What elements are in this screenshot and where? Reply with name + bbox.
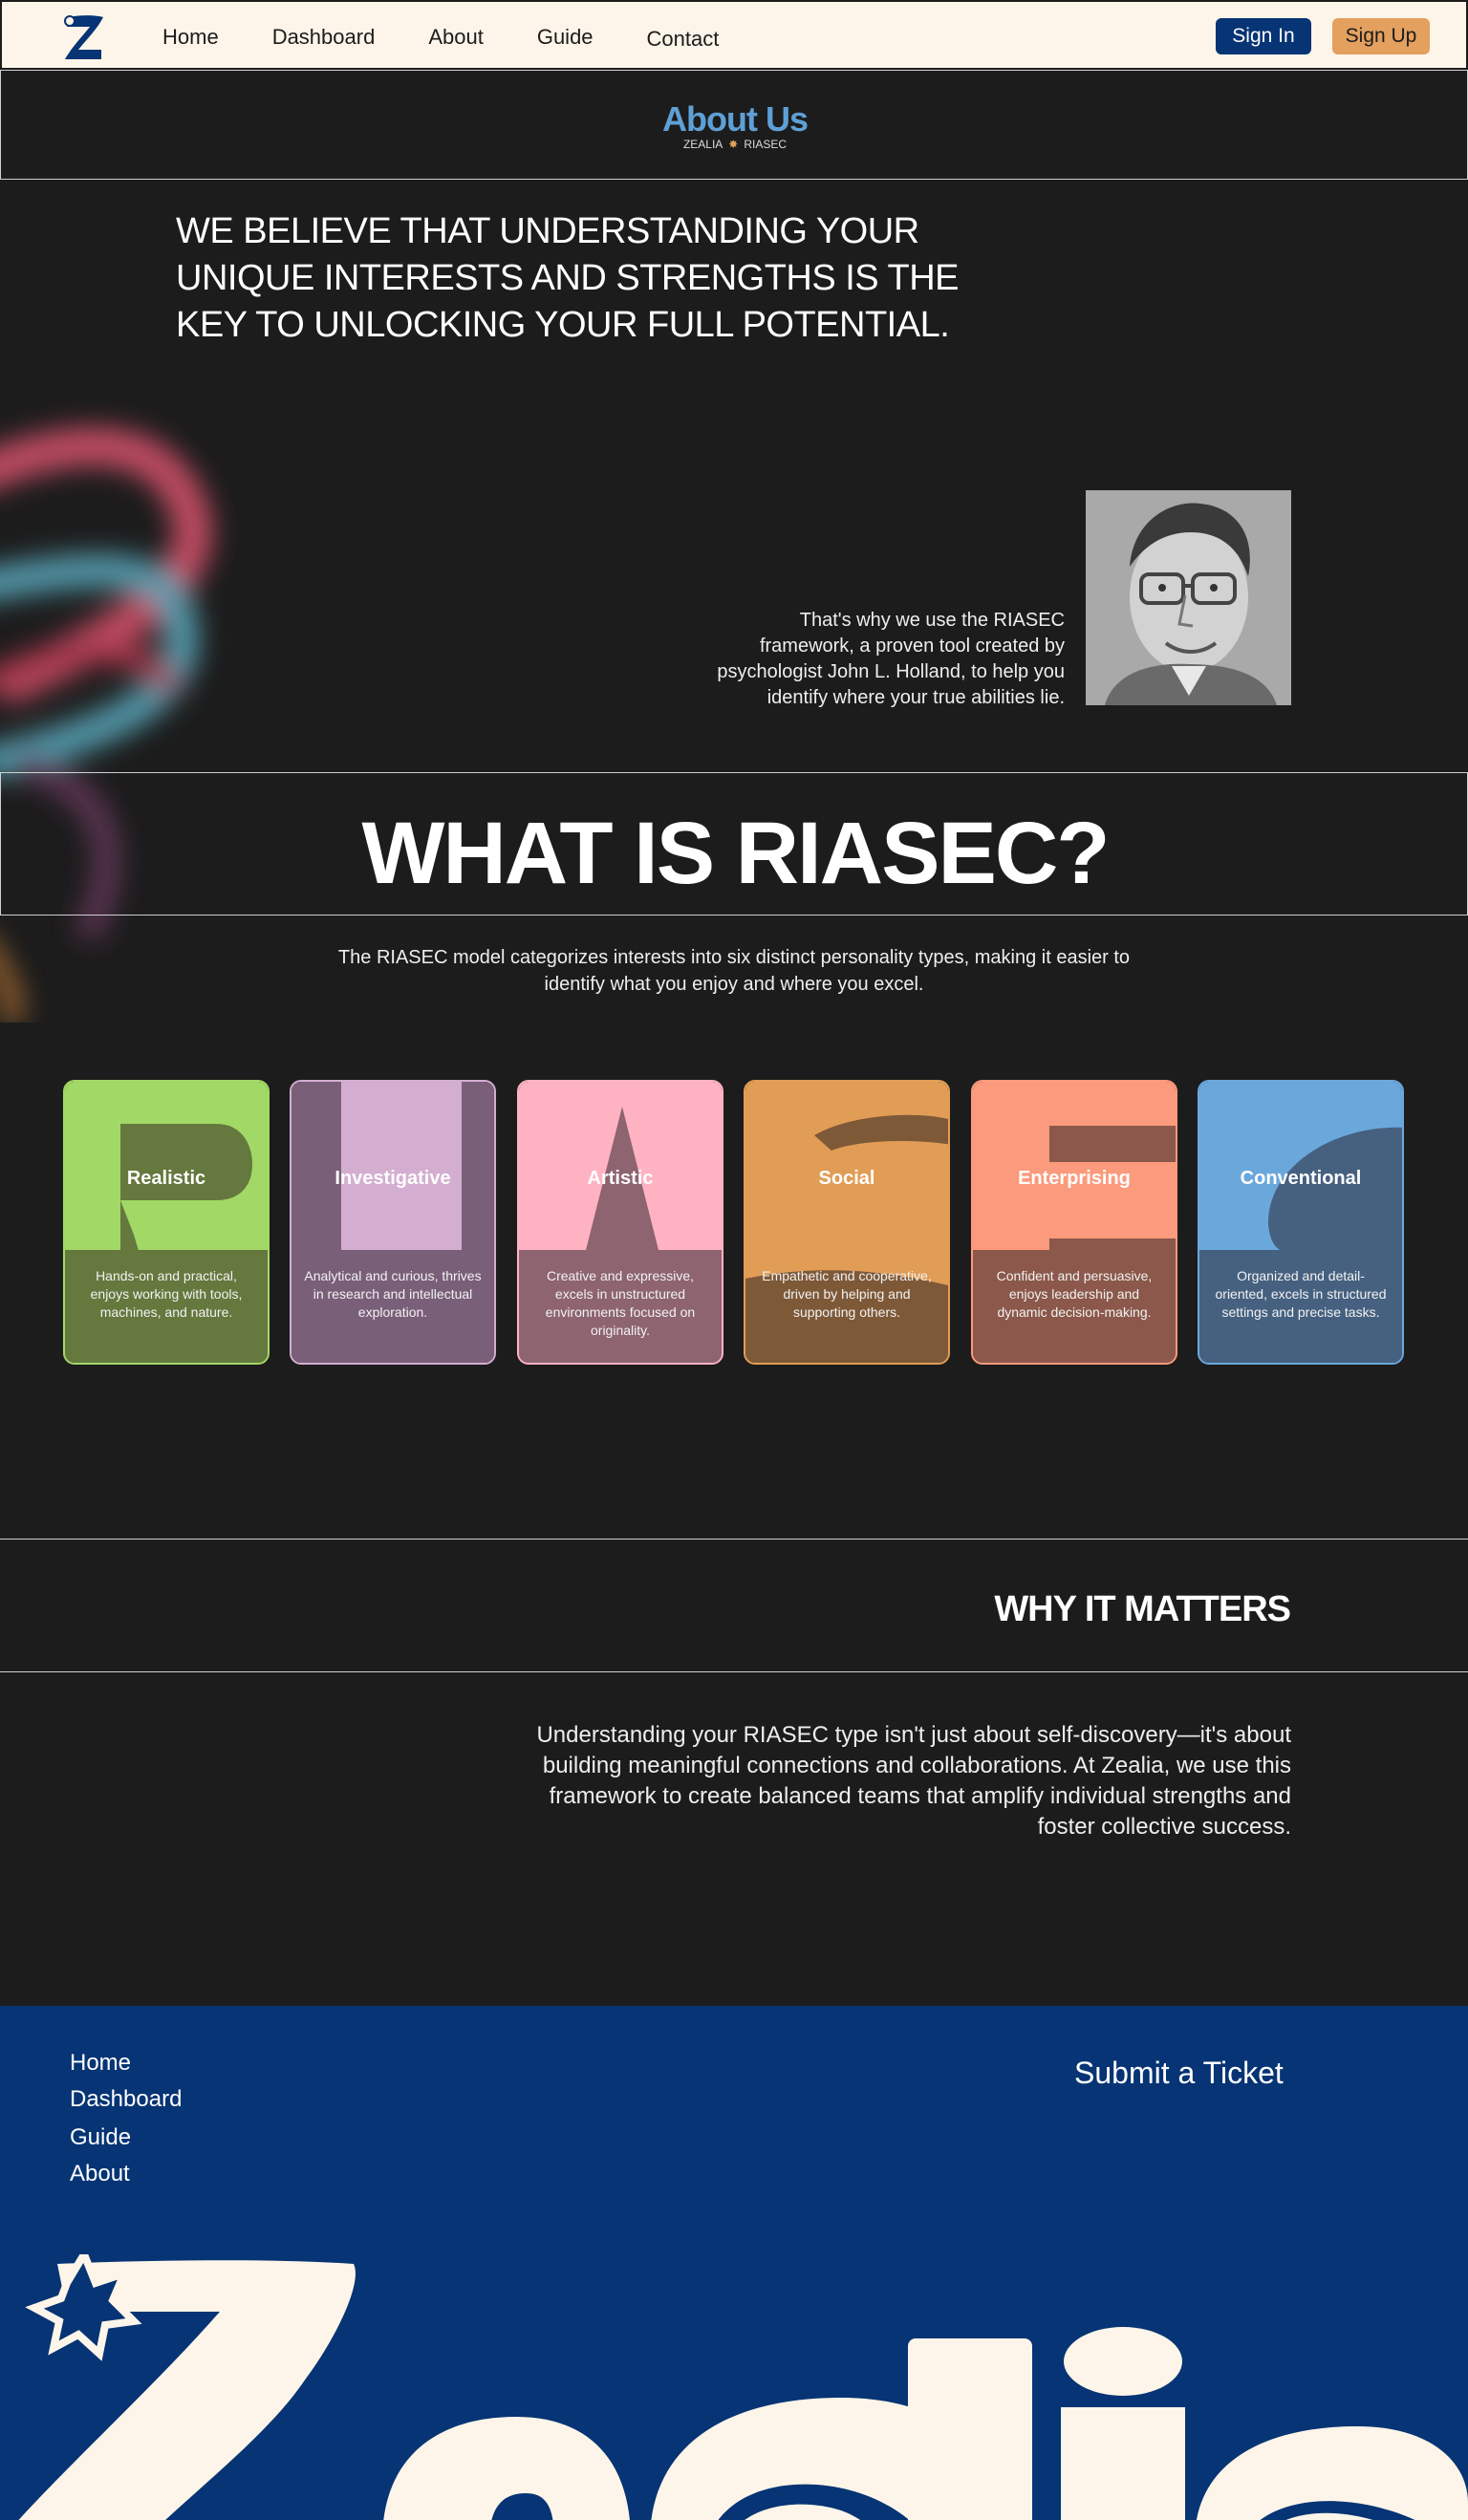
top-nav: Home Dashboard About Guide Contact Sign … — [0, 0, 1468, 70]
zealia-wordmark-logo — [18, 2254, 1468, 2520]
card-description: Confident and persuasive, enjoys leaders… — [996, 1268, 1153, 1320]
card-title: Conventional — [1240, 1168, 1362, 1189]
about-sub-left: ZEALIA — [682, 138, 723, 151]
card-title: Investigative — [335, 1168, 451, 1189]
star-icon: ✸ — [728, 138, 739, 151]
riasec-intro-text: That's why we use the RIASEC framework, … — [717, 610, 1065, 708]
card-lower-panel: Creative and expressive, excels in unstr… — [519, 1250, 722, 1363]
riasec-card-realistic[interactable]: Realistic Hands-on and practical, enjoys… — [63, 1080, 270, 1365]
why-it-matters-band: WHY IT MATTERS — [0, 1539, 1468, 1672]
portrait-image — [1086, 490, 1291, 705]
card-lower-panel: Analytical and curious, thrives in resea… — [291, 1250, 494, 1363]
footer-link-home[interactable]: Home — [70, 2050, 132, 2076]
riasec-card-social[interactable]: Social Empathetic and cooperative, drive… — [744, 1080, 950, 1365]
riasec-card-enterprising[interactable]: Enterprising Confident and persuasive, e… — [971, 1080, 1177, 1365]
footer-link-about[interactable]: About — [70, 2161, 130, 2186]
card-title: Enterprising — [1018, 1168, 1131, 1189]
nav-links: Home Dashboard About Guide Contact — [162, 25, 772, 51]
card-description: Analytical and curious, thrives in resea… — [304, 1268, 482, 1320]
nav-link-dashboard[interactable]: Dashboard — [271, 25, 376, 49]
letter-s-graphic — [745, 1082, 948, 1363]
decorative-swirl-graphic — [0, 427, 212, 1023]
submit-ticket-link[interactable]: Submit a Ticket — [1074, 2056, 1284, 2090]
why-text: Understanding your RIASEC type isn't jus… — [536, 1722, 1291, 1840]
about-subtitle: ZEALIA ✸ RIASEC — [1, 138, 1468, 151]
card-lower-panel: Hands-on and practical, enjoys working w… — [65, 1250, 268, 1363]
card-description: Creative and expressive, excels in unstr… — [545, 1268, 696, 1338]
nav-link-about[interactable]: About — [428, 25, 484, 49]
belief-statement: WE BELIEVE THAT UNDERSTANDING YOUR UNIQU… — [176, 211, 960, 345]
about-sub-right: RIASEC — [744, 138, 788, 151]
card-description: Organized and detail-oriented, excels in… — [1215, 1268, 1387, 1320]
john-holland-portrait — [1086, 490, 1291, 705]
riasec-card-artistic[interactable]: Artistic Creative and expressive, excels… — [517, 1080, 723, 1365]
card-title: Realistic — [126, 1168, 206, 1189]
riasec-title: WHAT IS RIASEC? — [361, 805, 1111, 902]
riasec-title-band: WHAT IS RIASEC? — [0, 772, 1468, 915]
footer: Home Dashboard Guide About Submit a Tick… — [0, 2006, 1468, 2520]
card-lower-panel: Empathetic and cooperative, driven by he… — [745, 1250, 948, 1363]
card-description: Hands-on and practical, enjoys working w… — [90, 1268, 243, 1320]
nav-link-contact[interactable]: Contact — [646, 27, 720, 51]
nav-link-guide[interactable]: Guide — [536, 25, 594, 49]
card-lower-panel: Organized and detail-oriented, excels in… — [1199, 1250, 1402, 1363]
why-title: WHY IT MATTERS — [994, 1589, 1291, 1629]
nav-link-home[interactable]: Home — [162, 25, 219, 49]
sign-up-button[interactable]: Sign Up — [1332, 18, 1430, 54]
riasec-card-conventional[interactable]: Conventional Organized and detail-orient… — [1198, 1080, 1404, 1365]
sign-in-button[interactable]: Sign In — [1216, 18, 1311, 54]
about-banner: About Us ZEALIA ✸ RIASEC — [0, 70, 1468, 180]
card-title: Artistic — [587, 1168, 654, 1189]
about-title: About Us — [662, 99, 809, 139]
card-description: Empathetic and cooperative, driven by he… — [762, 1268, 932, 1320]
zealia-logo-icon[interactable] — [59, 11, 109, 61]
card-title: Social — [818, 1168, 875, 1189]
riasec-card-investigative[interactable]: Investigative Analytical and curious, th… — [290, 1080, 496, 1365]
riasec-description: The RIASEC model categorizes interests i… — [337, 947, 1131, 995]
card-lower-panel: Confident and persuasive, enjoys leaders… — [973, 1250, 1176, 1363]
footer-link-guide[interactable]: Guide — [70, 2124, 132, 2150]
footer-link-dashboard[interactable]: Dashboard — [70, 2086, 183, 2112]
